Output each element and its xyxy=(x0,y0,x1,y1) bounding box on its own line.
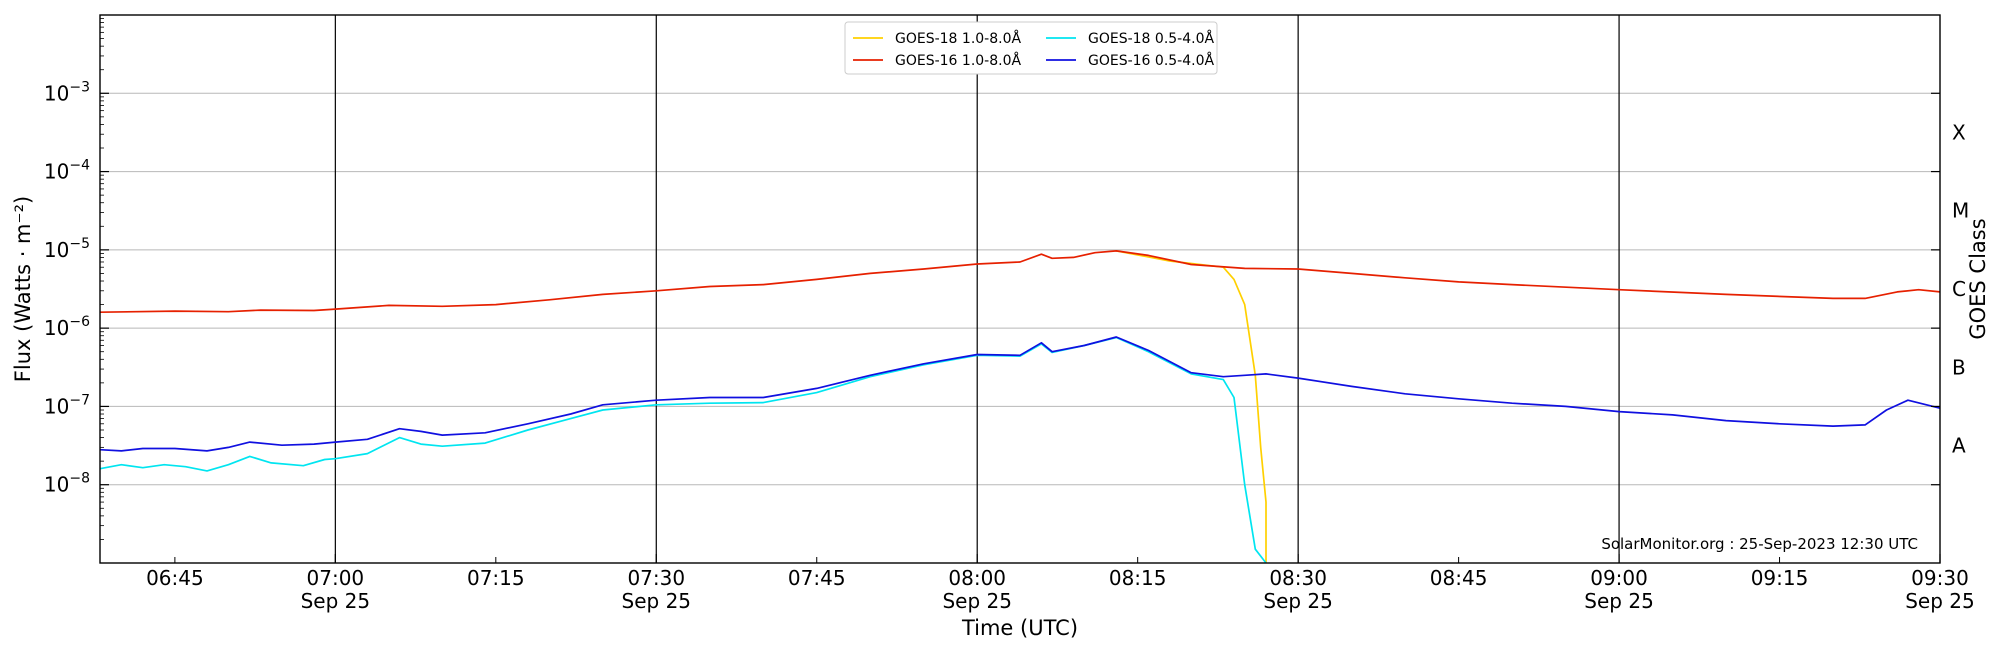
goes-class-label: B xyxy=(1952,355,1966,379)
x-tick-label: 08:15 xyxy=(1109,566,1167,590)
x-tick-label: 07:30 xyxy=(627,566,685,590)
y-tick-label: 10−8 xyxy=(44,471,90,497)
y-tick-label: 10−5 xyxy=(44,236,90,262)
x-tick-date-label: Sep 25 xyxy=(1905,589,1975,613)
x-tick-date-label: Sep 25 xyxy=(1263,589,1333,613)
series-line-goes-16-1-0-8-0- xyxy=(99,250,1941,314)
x-tick-label: 09:00 xyxy=(1590,566,1648,590)
x-tick-date-label: Sep 25 xyxy=(942,589,1012,613)
legend-entry-label: GOES-16 1.0-8.0Å xyxy=(895,52,1021,69)
x-tick-label: 08:45 xyxy=(1430,566,1488,590)
x-tick-label: 07:45 xyxy=(788,566,846,590)
legend-box xyxy=(844,21,1218,75)
x-tick-date-label: Sep 25 xyxy=(301,589,371,613)
goes-class-axis-label: GOES Class xyxy=(1966,218,1990,339)
legend-entry-label: GOES-16 0.5-4.0Å xyxy=(1088,52,1214,69)
legend-entry-label: GOES-18 0.5-4.0Å xyxy=(1088,30,1214,47)
series-layer xyxy=(99,250,1941,564)
x-tick-date-label: Sep 25 xyxy=(622,589,692,613)
y-tick-label: 10−6 xyxy=(44,314,90,340)
x-tick-label: 06:45 xyxy=(146,566,204,590)
x-tick-label: 09:15 xyxy=(1751,566,1809,590)
x-tick-label: 07:00 xyxy=(307,566,365,590)
series-line-goes-16-0-5-4-0- xyxy=(99,336,1941,452)
credit-annotation: SolarMonitor.org : 25-Sep-2023 12:30 UTC xyxy=(1601,535,1918,553)
grid-layer xyxy=(100,15,1940,563)
series-line-goes-18-0-5-4-0- xyxy=(99,336,1267,564)
y-tick-label: 10−4 xyxy=(44,158,90,184)
y-tick-label: 10−7 xyxy=(44,392,90,418)
goes-class-label: C xyxy=(1952,277,1966,301)
x-tick-label: 07:15 xyxy=(467,566,525,590)
x-tick-label: 09:30 xyxy=(1911,566,1969,590)
goes-class-label: X xyxy=(1952,120,1966,144)
x-tick-date-label: Sep 25 xyxy=(1584,589,1654,613)
goes-class-label: M xyxy=(1952,199,1969,223)
x-tick-label: 08:30 xyxy=(1269,566,1327,590)
legend: GOES-18 1.0-8.0Å GOES-16 1.0-8.0Å GOES-18 … xyxy=(844,21,1218,75)
series-line-goes-18-1-0-8-0- xyxy=(1116,250,1267,563)
y-axis-label: Flux (Watts · m⁻²) xyxy=(11,196,35,382)
y-tick-label: 10−3 xyxy=(44,79,90,105)
x-tick-label: 08:00 xyxy=(948,566,1006,590)
x-axis-label: Time (UTC) xyxy=(961,616,1078,640)
plot-frame xyxy=(99,14,1941,564)
legend-entry-label: GOES-18 1.0-8.0Å xyxy=(895,30,1021,47)
goes-class-label: A xyxy=(1952,434,1966,458)
